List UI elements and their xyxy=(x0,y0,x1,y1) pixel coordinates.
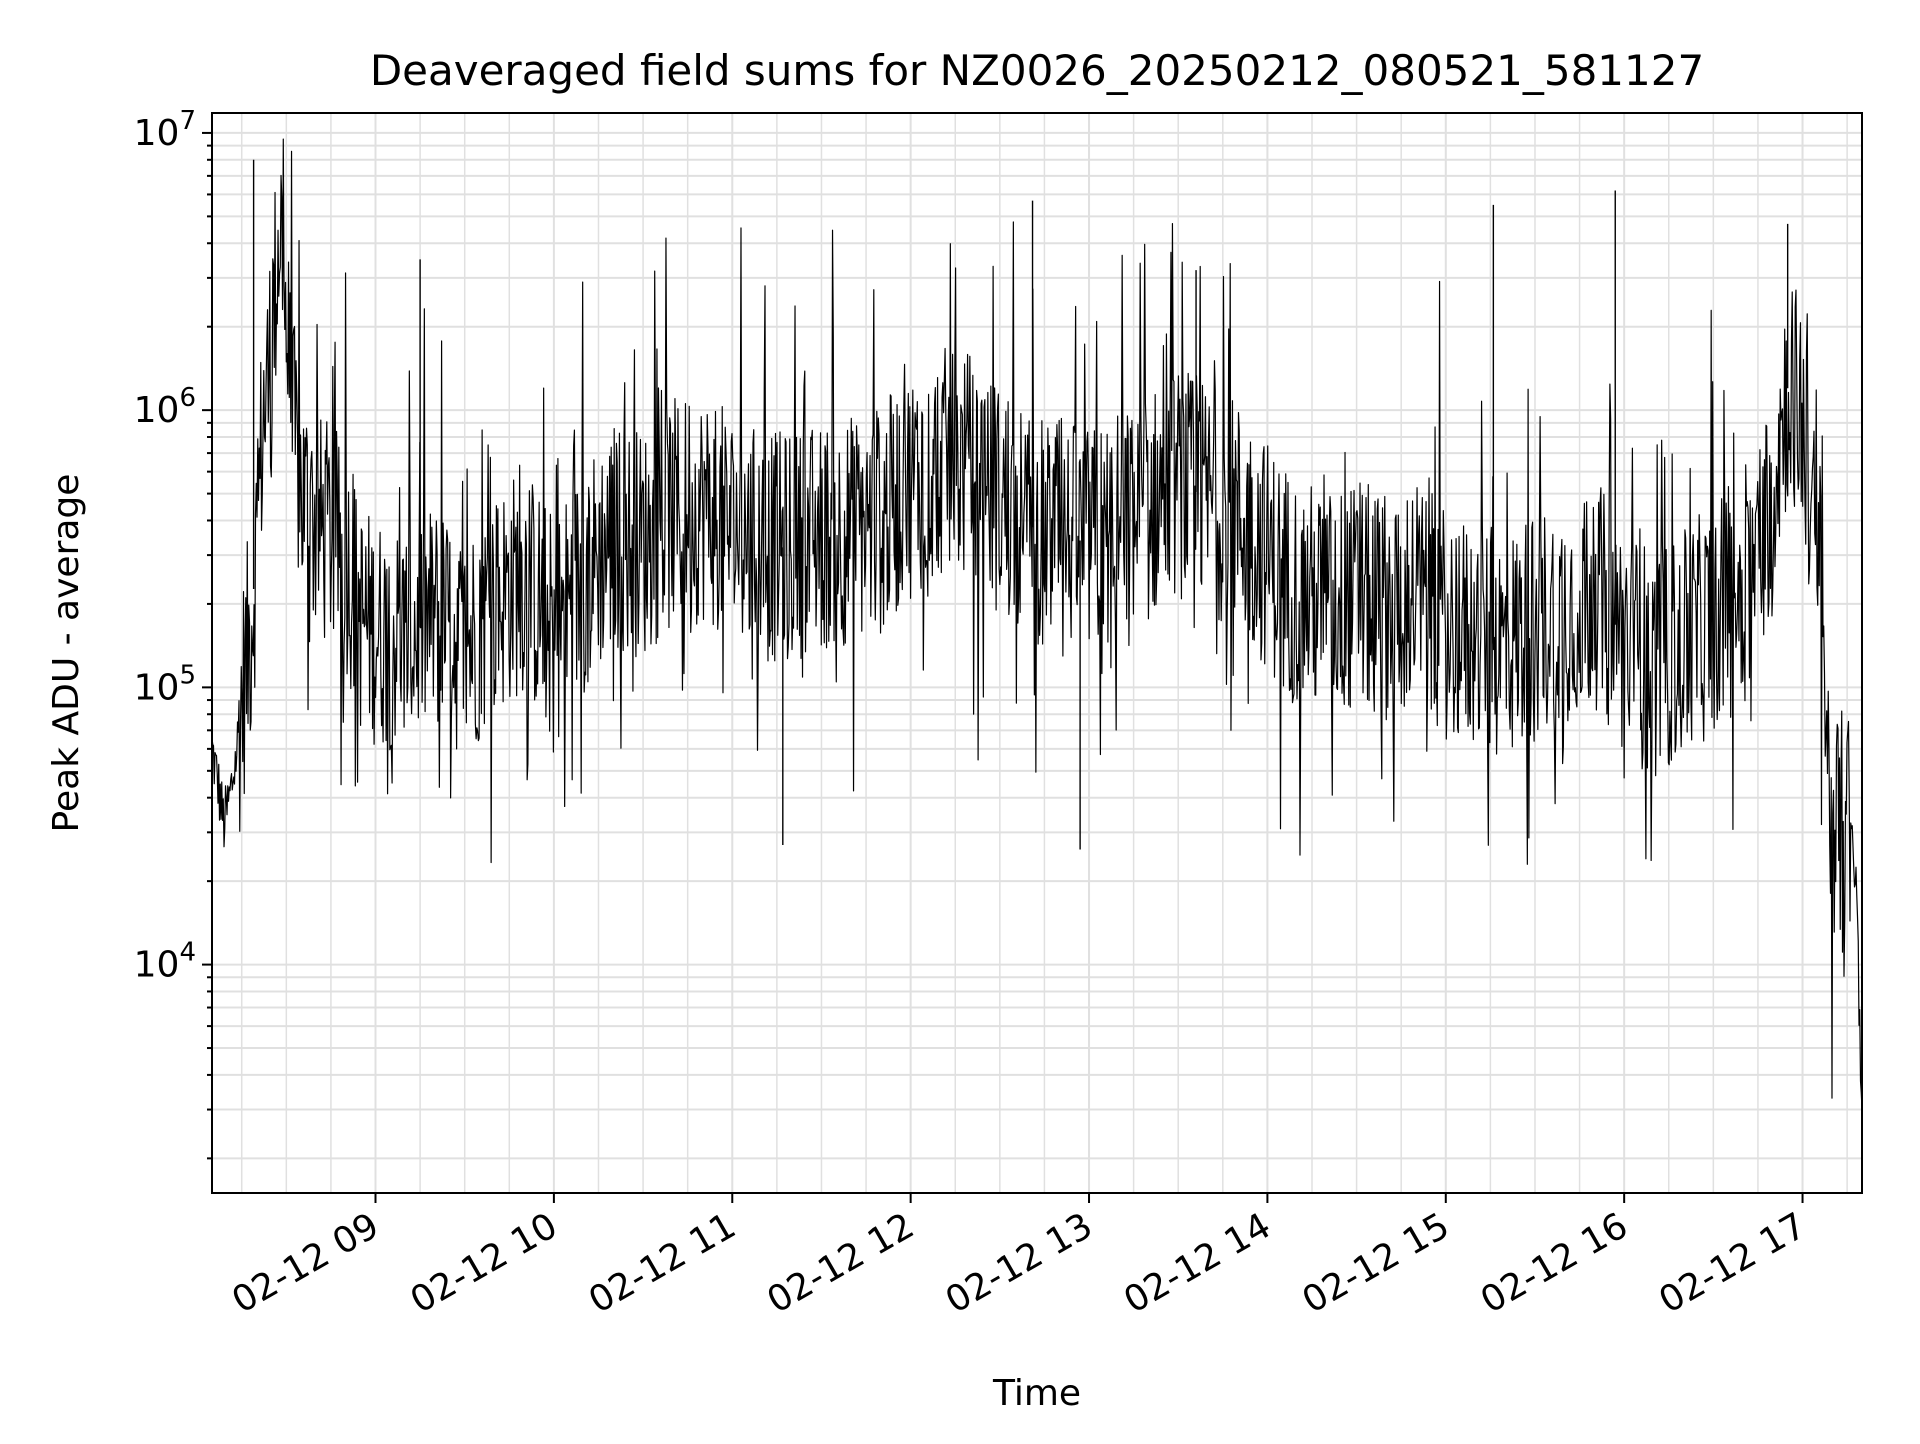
y-tick-label: 105 xyxy=(134,660,196,708)
y-tick-label-base: 10 xyxy=(134,390,180,431)
y-tick-label-exponent: 5 xyxy=(179,660,196,690)
x-axis-label: Time xyxy=(992,1373,1081,1414)
data-layer xyxy=(211,138,1863,1110)
y-tick-label: 106 xyxy=(134,383,196,431)
series-line xyxy=(211,138,1863,1110)
y-tick-label: 107 xyxy=(134,106,196,154)
plot-frame xyxy=(211,112,1863,1194)
y-tick-label: 104 xyxy=(134,938,196,986)
y-tick-label-exponent: 4 xyxy=(179,938,196,968)
y-tick-label-base: 10 xyxy=(134,667,180,708)
y-tick-label-base: 10 xyxy=(134,113,180,154)
y-tick-label-exponent: 6 xyxy=(179,383,196,413)
chart-title: Deaveraged field sums for NZ0026_2025021… xyxy=(370,46,1704,95)
y-tick-label-base: 10 xyxy=(134,945,180,986)
y-axis-label: Peak ADU - average xyxy=(46,474,87,833)
y-tick-label-exponent: 7 xyxy=(179,106,196,136)
